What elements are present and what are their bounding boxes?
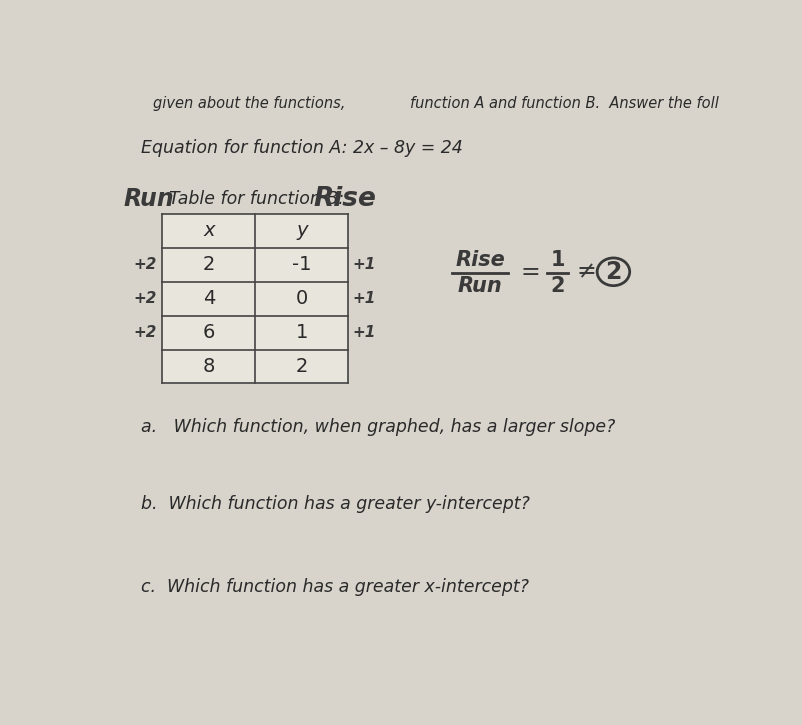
Text: ≠: ≠	[576, 260, 595, 283]
Text: Table for function B:: Table for function B:	[168, 190, 343, 208]
Text: Rise: Rise	[313, 186, 376, 212]
Text: +1: +1	[352, 257, 375, 273]
Text: =: =	[520, 260, 540, 283]
Text: +2: +2	[133, 257, 157, 273]
Text: given about the functions,: given about the functions,	[153, 96, 345, 111]
Text: x: x	[203, 222, 214, 241]
Text: +2: +2	[133, 291, 157, 306]
Text: +1: +1	[352, 291, 375, 306]
Text: -1: -1	[292, 255, 311, 274]
Text: b.  Which function has a greater y-intercept?: b. Which function has a greater y-interc…	[140, 495, 529, 513]
Text: +1: +1	[352, 325, 375, 340]
Text: 4: 4	[202, 289, 215, 308]
Text: 2: 2	[295, 357, 308, 376]
Text: 1: 1	[549, 250, 564, 270]
Text: c.  Which function has a greater x-intercept?: c. Which function has a greater x-interc…	[140, 579, 528, 596]
Text: Equation for function A: 2x – 8y = 24: Equation for function A: 2x – 8y = 24	[140, 139, 462, 157]
Text: Run: Run	[124, 187, 174, 211]
Text: 8: 8	[202, 357, 215, 376]
Text: 0: 0	[295, 289, 308, 308]
Text: +2: +2	[133, 325, 157, 340]
Text: function A and function B.  Answer the foll: function A and function B. Answer the fo…	[410, 96, 719, 111]
Text: Rise: Rise	[455, 250, 504, 270]
Text: 2: 2	[549, 276, 564, 297]
Text: 2: 2	[605, 260, 621, 283]
Text: 2: 2	[202, 255, 215, 274]
Text: 6: 6	[202, 323, 215, 342]
Bar	[162, 214, 348, 384]
Text: 1: 1	[295, 323, 308, 342]
Text: a.   Which function, when graphed, has a larger slope?: a. Which function, when graphed, has a l…	[140, 418, 614, 436]
Text: y: y	[296, 222, 307, 241]
Text: Run: Run	[457, 276, 502, 297]
